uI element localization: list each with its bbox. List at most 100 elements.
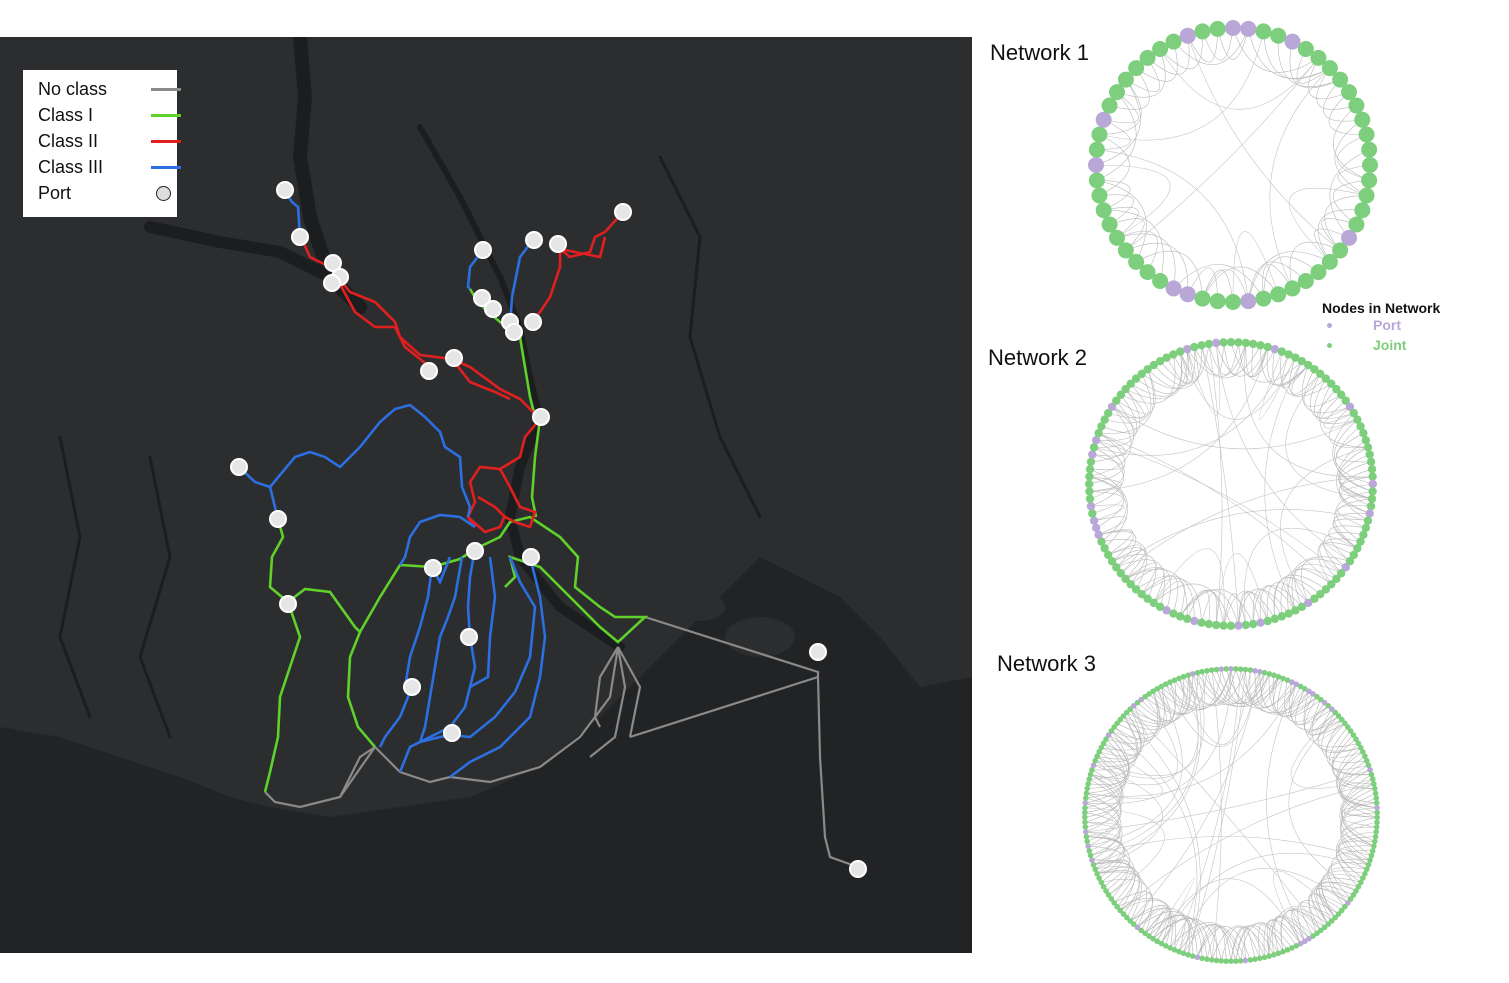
port-marker[interactable] xyxy=(276,181,294,199)
joint-node xyxy=(1356,422,1365,431)
joint-node xyxy=(1277,612,1287,621)
joint-node xyxy=(1234,338,1243,347)
network-edge xyxy=(1095,79,1141,166)
port-marker[interactable] xyxy=(269,510,287,528)
port-node xyxy=(1085,843,1091,849)
joint-node xyxy=(1332,914,1339,921)
port-marker[interactable] xyxy=(420,362,438,380)
network-edge xyxy=(1280,909,1325,952)
port-marker[interactable] xyxy=(324,254,342,272)
port-marker[interactable] xyxy=(525,231,543,249)
network-edge xyxy=(1274,917,1306,954)
joint-node xyxy=(1209,293,1226,310)
joint-node xyxy=(1162,943,1169,949)
joint-node xyxy=(1257,955,1263,962)
network-edge xyxy=(1341,783,1375,842)
network-edge xyxy=(1179,589,1254,625)
port-marker[interactable] xyxy=(403,678,421,696)
port-marker[interactable] xyxy=(466,542,484,560)
port-marker[interactable] xyxy=(443,724,461,742)
port-marker[interactable] xyxy=(524,313,542,331)
joint-node xyxy=(1373,795,1380,801)
joint-node xyxy=(1091,126,1108,143)
joint-node xyxy=(1358,126,1375,143)
network-edge xyxy=(1084,774,1121,818)
port-node xyxy=(1211,338,1221,348)
port-marker[interactable] xyxy=(849,860,867,878)
network-edge xyxy=(1085,769,1371,833)
port-marker[interactable] xyxy=(505,323,523,341)
nodes-legend-port: Port xyxy=(1322,316,1472,336)
network-edge xyxy=(1310,893,1342,925)
network-edge xyxy=(1215,342,1351,562)
network-edge xyxy=(1308,57,1350,100)
network-edge xyxy=(1103,730,1136,756)
network-edge xyxy=(1129,671,1261,922)
joint-node xyxy=(1366,457,1376,467)
network-edge xyxy=(1206,668,1232,703)
port-marker[interactable] xyxy=(230,458,248,476)
port-marker[interactable] xyxy=(445,349,463,367)
port-marker[interactable] xyxy=(473,289,491,307)
legend-swatch-red-line xyxy=(151,140,181,143)
joint-node xyxy=(1123,914,1130,921)
port-marker[interactable] xyxy=(522,548,540,566)
network-edge xyxy=(1093,673,1202,866)
joint-node xyxy=(1347,728,1354,734)
port-marker[interactable] xyxy=(323,274,341,292)
joint-node xyxy=(1328,918,1335,924)
joint-node xyxy=(1353,736,1359,742)
network-edge xyxy=(1099,194,1134,225)
joint-node xyxy=(1111,724,1117,730)
joint-node xyxy=(1361,435,1371,445)
joint-node xyxy=(1316,589,1325,599)
port-node xyxy=(1328,706,1335,712)
joint-node xyxy=(1131,585,1141,594)
network-edge xyxy=(1266,347,1309,386)
joint-node xyxy=(1204,339,1214,349)
network-edge xyxy=(1096,119,1131,150)
joint-node xyxy=(1241,338,1251,348)
network-edge xyxy=(1211,925,1270,961)
legend-row-no-class: No class xyxy=(38,76,181,102)
network-edge xyxy=(1101,539,1148,590)
network-edge xyxy=(1178,669,1246,707)
port-marker[interactable] xyxy=(474,241,492,259)
port-marker[interactable] xyxy=(549,235,567,253)
nodes-legend: Nodes in Network Port Joint xyxy=(1322,300,1472,356)
joint-node xyxy=(1284,280,1301,297)
joint-node xyxy=(1096,749,1102,755)
network-edge xyxy=(1324,400,1358,429)
port-dot-icon xyxy=(1327,323,1332,328)
joint-node xyxy=(1111,900,1117,906)
port-marker[interactable] xyxy=(279,595,297,613)
legend-row-class-i: Class I xyxy=(38,102,181,128)
network-edge xyxy=(1148,672,1198,714)
joint-node xyxy=(1194,669,1201,676)
network-edge xyxy=(1230,668,1265,704)
network-edge xyxy=(1116,48,1166,98)
network-edge xyxy=(1311,699,1361,752)
joint-node xyxy=(1150,688,1156,695)
joint-node xyxy=(1101,216,1118,233)
port-marker[interactable] xyxy=(614,203,632,221)
port-marker[interactable] xyxy=(291,228,309,246)
port-marker[interactable] xyxy=(809,643,827,661)
joint-node xyxy=(1108,84,1125,101)
network-edge xyxy=(1089,346,1268,492)
port-marker[interactable] xyxy=(424,559,442,577)
port-node xyxy=(1270,344,1280,354)
port-node xyxy=(1304,598,1313,608)
port-marker[interactable] xyxy=(484,300,502,318)
joint-node xyxy=(1362,157,1378,173)
joint-node xyxy=(1213,957,1220,964)
network-edge xyxy=(1223,593,1247,626)
port-marker[interactable] xyxy=(532,408,550,426)
network-edge xyxy=(1173,349,1193,382)
joint-node xyxy=(1130,921,1137,927)
network-edge xyxy=(1125,242,1189,295)
port-node xyxy=(1345,402,1355,411)
port-marker[interactable] xyxy=(460,628,478,646)
network-edge xyxy=(1093,354,1289,456)
network-edge xyxy=(1186,345,1261,379)
